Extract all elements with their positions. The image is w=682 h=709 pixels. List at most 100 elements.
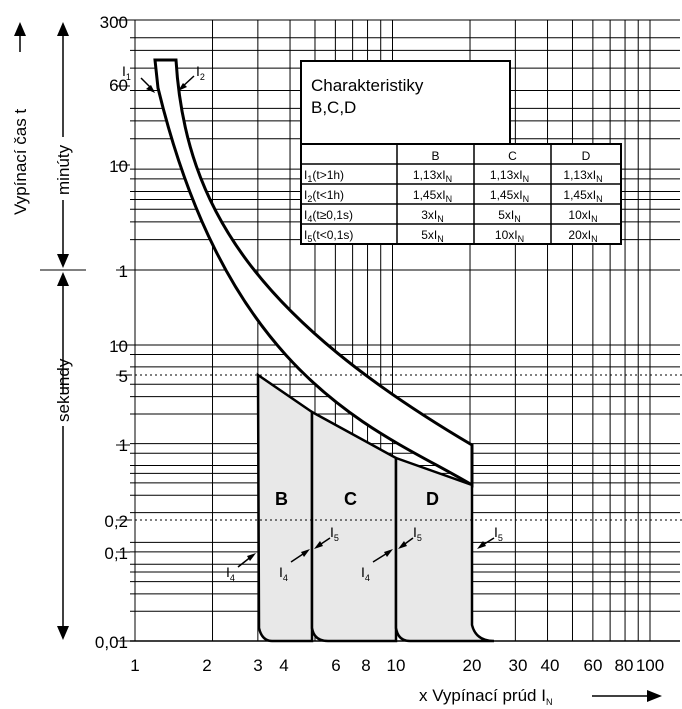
- table-value-cell: 1,45xIN: [413, 188, 452, 204]
- label-i4-c: I4: [279, 549, 310, 583]
- x-tick-label: 30: [509, 656, 528, 675]
- arrow-down-icon: [57, 626, 69, 640]
- x-tick-label: 40: [541, 656, 560, 675]
- y-tick-label: 5: [119, 367, 128, 386]
- zone-c-area: [310, 409, 398, 643]
- svg-text:I5: I5: [413, 524, 422, 543]
- table-value-cell: 5xIN: [498, 208, 521, 224]
- thermal-band: [153, 58, 474, 488]
- i4-d-sub: 4: [365, 573, 370, 583]
- i4-c-sub: 4: [283, 573, 288, 583]
- svg-text:I4: I4: [226, 564, 235, 583]
- seconds-label: sekundy: [54, 358, 73, 422]
- x-axis-title-sub: N: [546, 697, 553, 707]
- table-row-label: I2(t<1h): [304, 188, 344, 204]
- x-tick-label: 60: [584, 656, 603, 675]
- x-axis-title: x Vypínací prúd IN: [419, 686, 662, 707]
- zone-c-label: C: [344, 489, 357, 509]
- arrow-up-icon: [57, 272, 69, 286]
- x-tick-label: 2: [202, 656, 211, 675]
- i1-main: I: [122, 63, 126, 79]
- i1-sub: 1: [126, 72, 131, 82]
- i4-d-main: I: [361, 564, 365, 580]
- arrow-right-icon: [647, 690, 662, 702]
- y-tick-label: 0,01: [95, 633, 128, 652]
- zone-d-area: [394, 456, 495, 643]
- label-i5-c: I5: [398, 524, 422, 549]
- svg-text:I1: I1: [122, 63, 131, 82]
- x-axis-title-text: x Vypínací prúd I: [419, 686, 546, 705]
- table-header-cell: D: [582, 149, 591, 163]
- i5-d-main: I: [494, 524, 498, 540]
- arrow-up-icon: [57, 22, 69, 36]
- i4-b-sub: 4: [230, 573, 235, 583]
- x-tick-label: 8: [361, 656, 370, 675]
- zone-d-label: D: [426, 489, 439, 509]
- table-value-cell: 1,13xIN: [490, 168, 529, 184]
- x-tick-label: 1: [130, 656, 139, 675]
- i5-b-sub: 5: [334, 533, 339, 543]
- arrow-up-icon: [14, 22, 26, 36]
- table-value-cell: 1,13xIN: [413, 168, 452, 184]
- x-tick-label: 4: [279, 656, 288, 675]
- table-row-label: I1(t>1h): [304, 168, 344, 184]
- table-header-cell: C: [508, 149, 517, 163]
- i5-c-sub: 5: [417, 533, 422, 543]
- y-arrows: [14, 22, 86, 640]
- table-value-cell: 5xIN: [421, 228, 444, 244]
- table-header-cell: B: [431, 149, 439, 163]
- legend-title-line1: Charakteristiky: [311, 76, 424, 95]
- zone-b-area: [256, 372, 314, 643]
- x-tick-label: 6: [331, 656, 340, 675]
- svg-text:I2: I2: [196, 63, 205, 82]
- i4-b-main: I: [226, 564, 230, 580]
- x-tick-label: 80: [615, 656, 634, 675]
- y-tick-label: 0,2: [104, 512, 128, 531]
- x-tick-label: 20: [463, 656, 482, 675]
- svg-text:I4: I4: [361, 564, 370, 583]
- table-value-cell: 1,45xIN: [490, 188, 529, 204]
- y-axis-title: Vypínací čas t: [11, 109, 30, 215]
- minutes-label: minúty: [54, 144, 73, 195]
- y-tick-label: 0,1: [104, 544, 128, 563]
- table-value-cell: 20xIN: [568, 228, 597, 244]
- table-value-cell: 1,45xIN: [563, 188, 602, 204]
- table-value-cell: 3xIN: [421, 208, 444, 224]
- x-tick-label: 100: [636, 656, 664, 675]
- i5-d-sub: 5: [498, 533, 503, 543]
- characteristics-table: B C D I1(t>1h) 1,13xIN 1,13xIN 1,13xIN I2(t<1h)…: [300, 143, 622, 245]
- i5-b-main: I: [330, 524, 334, 540]
- legend-box: [300, 60, 511, 145]
- svg-text:x Vypínací prúd IN: x Vypínací prúd IN: [419, 686, 552, 707]
- table-value-cell: 10xIN: [495, 228, 524, 244]
- y-tick-label: 10: [109, 157, 128, 176]
- x-tick-label: 10: [387, 656, 406, 675]
- svg-text:I4: I4: [279, 564, 288, 583]
- table-value-cell: 1,13xIN: [563, 168, 602, 184]
- y-tick-label: 10: [109, 337, 128, 356]
- label-i4-d: I4: [361, 549, 393, 583]
- legend-title-line2: B,C,D: [311, 98, 356, 117]
- i4-c-main: I: [279, 564, 283, 580]
- y-tick-label: 300: [100, 13, 128, 32]
- label-i5-b: I5: [314, 524, 339, 549]
- x-tick-label: 3: [253, 656, 262, 675]
- table-frame: [300, 143, 622, 245]
- label-i1: I1: [122, 63, 155, 93]
- table-row-label: I4(t≥0,1s): [304, 208, 353, 224]
- i2-main: I: [196, 63, 200, 79]
- y-tick-label: 1: [119, 262, 128, 281]
- label-i5-d: I5: [477, 524, 503, 549]
- table-row-label: I5(t<0,1s): [304, 228, 353, 244]
- i2-sub: 2: [200, 72, 205, 82]
- i5-c-main: I: [413, 524, 417, 540]
- svg-text:I5: I5: [330, 524, 339, 543]
- arrow-down-icon: [57, 254, 69, 268]
- tick-labels: 1 2 3 4 6 8 10 20 30 40 60 80 1003006010110510,20,10…: [95, 13, 664, 675]
- label-i4-b: I4: [226, 553, 256, 583]
- svg-text:I5: I5: [494, 524, 503, 543]
- table-value-cell: 10xIN: [568, 208, 597, 224]
- zone-b-label: B: [275, 489, 288, 509]
- label-i2: I2: [178, 63, 205, 91]
